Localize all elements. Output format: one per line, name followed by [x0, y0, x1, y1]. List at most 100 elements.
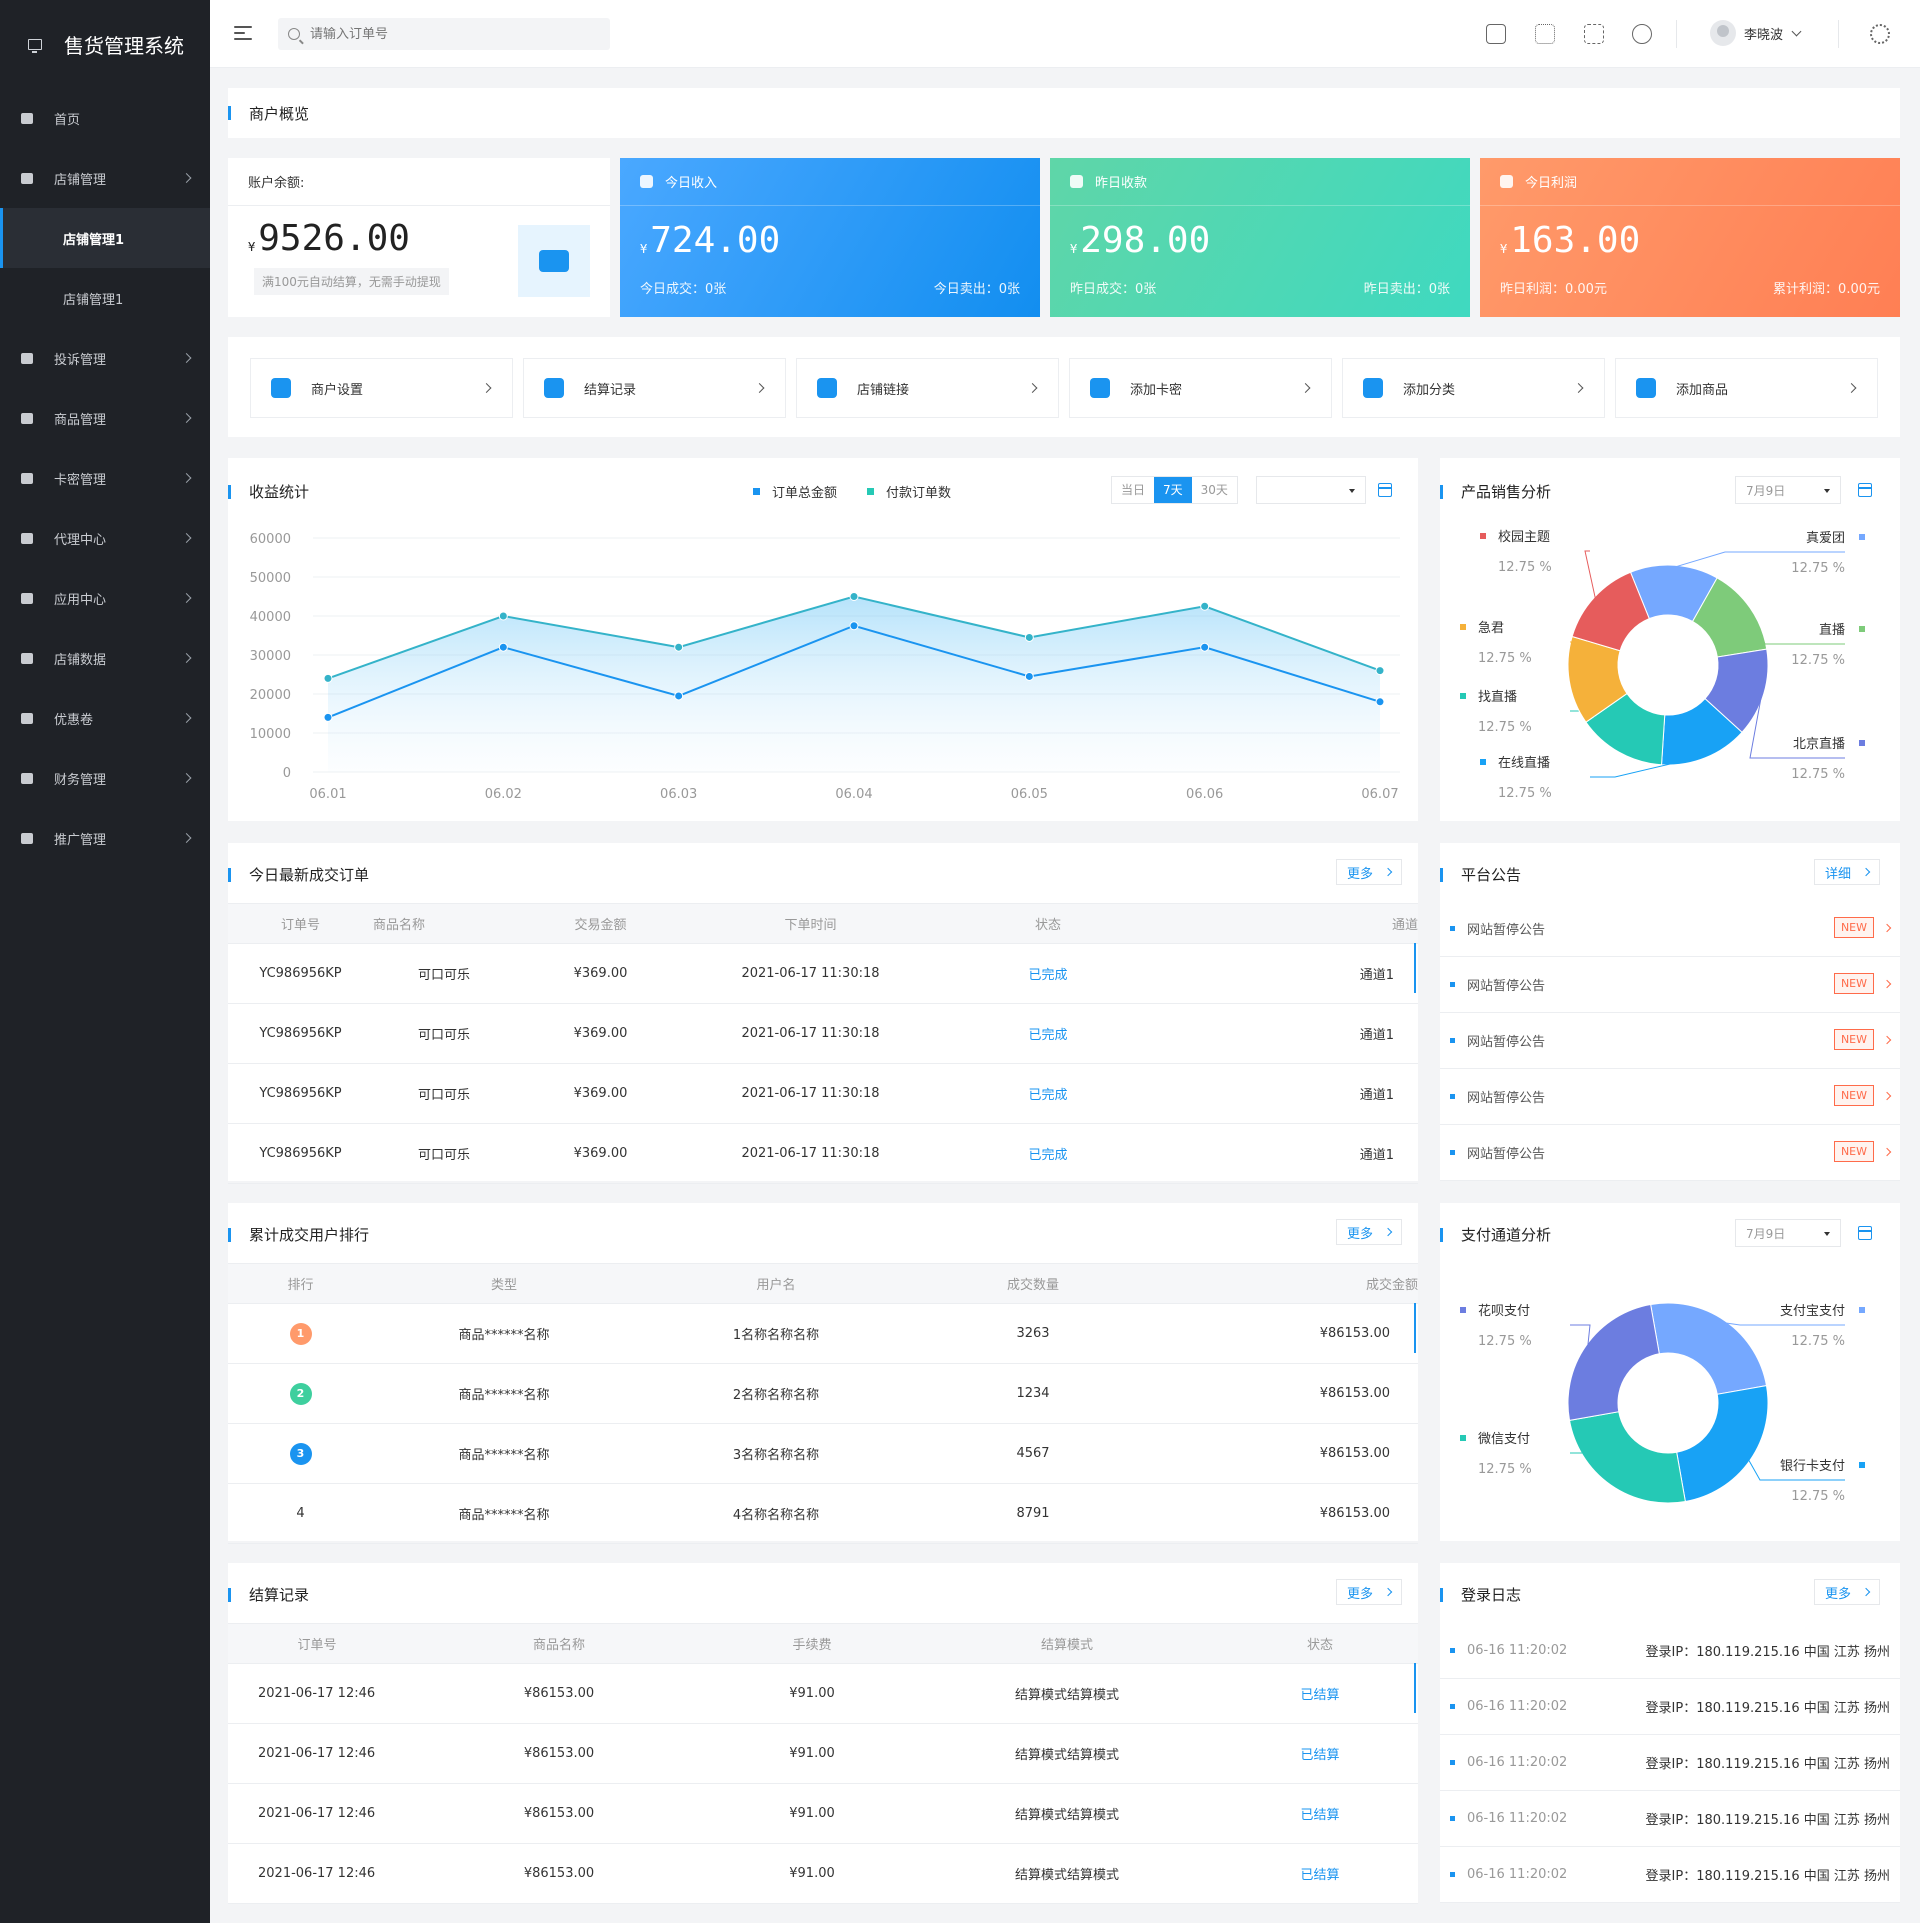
menu-toggle-icon[interactable]: [234, 26, 252, 40]
data-point[interactable]: [498, 642, 508, 652]
notice-item[interactable]: 网站暂停公告 NEW: [1440, 1125, 1900, 1181]
user-menu[interactable]: 李晓波: [1710, 20, 1802, 46]
data-point[interactable]: [1375, 666, 1385, 676]
table-row[interactable]: 3 商品******名称 3名称名称名称 4567 ¥86153.00: [228, 1423, 1418, 1484]
pie-slice[interactable]: [1571, 571, 1650, 652]
sidebar-item[interactable]: 优惠卷: [0, 688, 210, 748]
sidebar-subitem[interactable]: 店铺管理1: [0, 208, 210, 268]
table-row[interactable]: 2021-06-17 12:46 ¥86153.00 ¥91.00 结算模式结算模式 已…: [228, 1843, 1418, 1904]
sidebar-item[interactable]: 卡密管理: [0, 448, 210, 508]
table-header-cell[interactable]: 订单号: [228, 1623, 406, 1664]
sidebar-item[interactable]: 代理中心: [0, 508, 210, 568]
table-header-cell[interactable]: 下单时间: [683, 903, 938, 944]
table-row[interactable]: 2 商品******名称 2名称名称名称 1234 ¥86153.00: [228, 1363, 1418, 1424]
data-point[interactable]: [1024, 632, 1034, 642]
monitor-icon[interactable]: [1486, 24, 1506, 44]
calendar-icon[interactable]: [1858, 1226, 1872, 1240]
quick-action-button[interactable]: 添加分类: [1342, 358, 1605, 418]
sidebar-item[interactable]: 店铺数据: [0, 628, 210, 688]
table-row[interactable]: 2021-06-17 12:46 ¥86153.00 ¥91.00 结算模式结算模式 已…: [228, 1663, 1418, 1724]
table-header-cell[interactable]: 通道: [1158, 903, 1418, 944]
orders-more-button[interactable]: 更多: [1336, 859, 1403, 885]
notice-item[interactable]: 网站暂停公告 NEW: [1440, 1013, 1900, 1069]
search-box[interactable]: [278, 18, 610, 50]
table-row[interactable]: 4 商品******名称 4名称名称名称 8791 ¥86153.00: [228, 1483, 1418, 1544]
grid-icon[interactable]: [1535, 24, 1555, 44]
table-header-cell[interactable]: 手续费: [712, 1623, 912, 1664]
table-header-cell[interactable]: 订单号: [228, 903, 373, 944]
table-header-cell[interactable]: 商品名称: [406, 1623, 712, 1664]
quick-action-button[interactable]: 店铺链接: [796, 358, 1059, 418]
data-point[interactable]: [323, 712, 333, 722]
quick-action-button[interactable]: 结算记录: [523, 358, 786, 418]
range-30days[interactable]: 30天: [1200, 483, 1228, 497]
scroll-indicator[interactable]: [1414, 1663, 1416, 1713]
settings-gear-icon[interactable]: [1870, 24, 1890, 44]
message-icon[interactable]: [1632, 24, 1652, 44]
detail-label: 详细: [1825, 866, 1852, 882]
notice-item[interactable]: 网站暂停公告 NEW: [1440, 901, 1900, 957]
pie-slice[interactable]: [1567, 1303, 1660, 1421]
wallet-button[interactable]: [518, 225, 590, 297]
quick-action-button[interactable]: 添加卡密: [1069, 358, 1332, 418]
calendar-icon[interactable]: [1858, 483, 1872, 497]
quick-action-button[interactable]: 添加商品: [1615, 358, 1878, 418]
search-input[interactable]: [310, 26, 590, 42]
sidebar-item[interactable]: 推广管理: [0, 808, 210, 868]
date-select[interactable]: [1256, 476, 1366, 504]
product-date-select[interactable]: 7月9日: [1735, 476, 1841, 504]
table-row[interactable]: YC986956KP 可口可乐 ¥369.00 2021-06-17 11:30:18…: [228, 1003, 1418, 1064]
table-row[interactable]: YC986956KP 可口可乐 ¥369.00 2021-06-17 11:30:18…: [228, 1063, 1418, 1124]
data-point[interactable]: [1375, 697, 1385, 707]
data-point[interactable]: [498, 611, 508, 621]
table-header-cell[interactable]: 成交金额: [1149, 1263, 1418, 1304]
table-header-cell[interactable]: 交易金额: [518, 903, 683, 944]
sidebar-item[interactable]: 首页: [0, 88, 210, 148]
table-header-cell[interactable]: 结算模式: [912, 1623, 1222, 1664]
login-log-more-button[interactable]: 更多: [1814, 1579, 1881, 1605]
sidebar-item[interactable]: 店铺管理: [0, 148, 210, 208]
sidebar-subitem[interactable]: 店铺管理1: [63, 292, 124, 308]
notice-item[interactable]: 网站暂停公告 NEW: [1440, 957, 1900, 1013]
sidebar-item[interactable]: 财务管理: [0, 748, 210, 808]
data-point[interactable]: [849, 592, 859, 601]
data-point[interactable]: [849, 621, 859, 631]
table-header-cell[interactable]: 商品名称: [373, 903, 518, 944]
range-7days[interactable]: 7天: [1154, 477, 1192, 503]
payment-date-select[interactable]: 7月9日: [1735, 1219, 1841, 1247]
data-point[interactable]: [323, 673, 333, 683]
settlement-more-button[interactable]: 更多: [1336, 1579, 1403, 1605]
pie-slice[interactable]: [1676, 1385, 1769, 1503]
scroll-indicator[interactable]: [1414, 943, 1416, 993]
sidebar-item[interactable]: 商品管理: [0, 388, 210, 448]
pie-slice[interactable]: [1568, 1411, 1686, 1504]
sidebar-item[interactable]: 投诉管理: [0, 328, 210, 388]
table-header-cell[interactable]: 用户名: [635, 1263, 917, 1304]
fullscreen-icon[interactable]: [1584, 24, 1604, 44]
scroll-indicator[interactable]: [1414, 1303, 1416, 1353]
table-row[interactable]: 2021-06-17 12:46 ¥86153.00 ¥91.00 结算模式结算模式 已…: [228, 1723, 1418, 1784]
table-row[interactable]: YC986956KP 可口可乐 ¥369.00 2021-06-17 11:30:18…: [228, 943, 1418, 1004]
data-point[interactable]: [1200, 601, 1210, 611]
notices-detail-button[interactable]: 详细: [1814, 859, 1881, 885]
table-header-cell[interactable]: 状态: [1222, 1623, 1418, 1664]
table-header-cell[interactable]: 类型: [373, 1263, 635, 1304]
calendar-icon[interactable]: [1378, 483, 1392, 497]
quick-action-button[interactable]: 商户设置: [250, 358, 513, 418]
ranking-more-button[interactable]: 更多: [1336, 1219, 1403, 1245]
table-header-cell[interactable]: 状态: [938, 903, 1158, 944]
table-row[interactable]: 2021-06-17 12:46 ¥86153.00 ¥91.00 结算模式结算模式 已…: [228, 1783, 1418, 1844]
app-logo[interactable]: 售货管理系统: [0, 0, 210, 88]
table-row[interactable]: 1 商品******名称 1名称名称名称 3263 ¥86153.00: [228, 1303, 1418, 1364]
table-header-cell[interactable]: 成交数量: [917, 1263, 1149, 1304]
sidebar-item[interactable]: 应用中心: [0, 568, 210, 628]
range-today[interactable]: 当日: [1121, 483, 1146, 497]
pie-slice[interactable]: [1650, 1302, 1768, 1395]
notice-item[interactable]: 网站暂停公告 NEW: [1440, 1069, 1900, 1125]
data-point[interactable]: [1024, 671, 1034, 681]
data-point[interactable]: [1200, 642, 1210, 652]
table-header-cell[interactable]: 排行: [228, 1263, 373, 1304]
data-point[interactable]: [674, 642, 684, 652]
table-row[interactable]: YC986956KP 可口可乐 ¥369.00 2021-06-17 11:30:18…: [228, 1123, 1418, 1184]
data-point[interactable]: [674, 691, 684, 701]
